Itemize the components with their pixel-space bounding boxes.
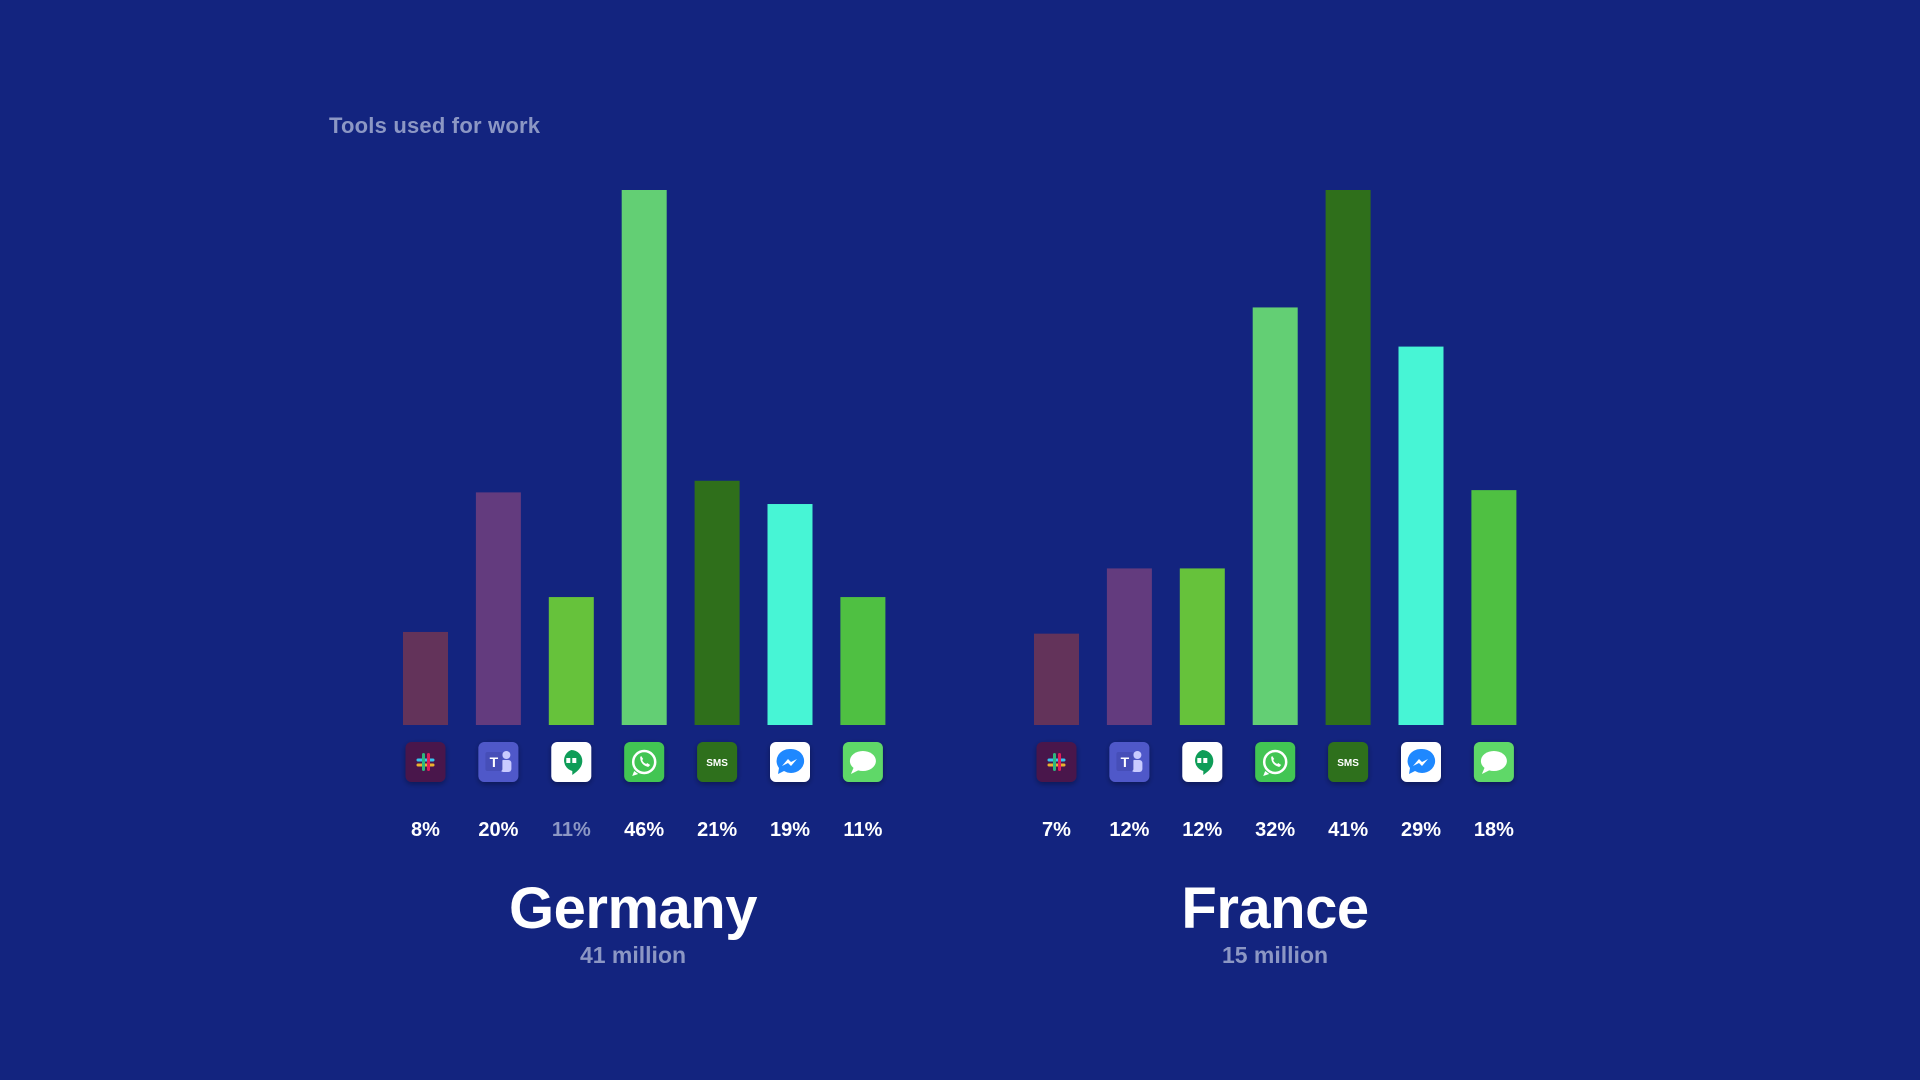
- sms-icon: SMS: [1328, 742, 1369, 782]
- imessage-icon: [1473, 742, 1514, 782]
- microsoft-teams-icon: T: [1109, 742, 1150, 782]
- facebook-messenger-icon: [1401, 742, 1441, 782]
- bar-imessage: [840, 597, 886, 725]
- bar-sms: [1325, 190, 1371, 725]
- bar-value-label: 7%: [1042, 819, 1071, 841]
- country-block-france: France 15 million: [1025, 878, 1525, 970]
- bar-value-label: 11%: [552, 819, 591, 841]
- bar-value-label: 29%: [1401, 819, 1441, 841]
- bar-value-label: 46%: [624, 819, 664, 841]
- google-hangouts-icon: [551, 742, 592, 782]
- slack-icon: [405, 742, 446, 782]
- bar-messenger: [1398, 346, 1444, 725]
- svg-text:SMS: SMS: [1337, 758, 1359, 769]
- bar-hangouts: [548, 597, 594, 725]
- country-block-germany: Germany 41 million: [383, 878, 883, 970]
- bar-whatsapp: [1252, 307, 1298, 725]
- bar-value-label: 19%: [770, 819, 810, 841]
- bar-teams: [1106, 568, 1152, 725]
- population-subtitle: 15 million: [1221, 942, 1329, 968]
- whatsapp-icon: [624, 742, 665, 782]
- svg-text:T: T: [490, 754, 499, 770]
- bar-chart-germany: 8% T 20% 11% 46% SMS 21% 19% 11%: [403, 190, 886, 841]
- slack-icon: [1036, 742, 1077, 782]
- bar-hangouts: [1179, 568, 1225, 725]
- bar-slack: [403, 631, 448, 725]
- bar-value-label: 32%: [1255, 819, 1295, 841]
- bar-value-label: 41%: [1328, 819, 1368, 841]
- google-hangouts-icon: [1182, 742, 1223, 782]
- bar-slack: [1034, 633, 1079, 725]
- chart-heading: Tools used for work: [329, 113, 541, 138]
- bar-value-label: 11%: [843, 819, 882, 841]
- svg-text:SMS: SMS: [706, 758, 728, 769]
- bar-messenger: [767, 504, 813, 725]
- population-subtitle: 41 million: [579, 942, 687, 968]
- bar-value-label: 8%: [411, 819, 440, 841]
- country-title: France: [1181, 876, 1369, 941]
- bar-value-label: 20%: [478, 819, 518, 841]
- svg-text:T: T: [1121, 754, 1130, 770]
- bar-imessage: [1471, 490, 1517, 725]
- bar-value-label: 12%: [1182, 819, 1222, 841]
- whatsapp-icon: [1255, 742, 1296, 782]
- bar-whatsapp: [621, 190, 667, 725]
- bar-value-label: 12%: [1109, 819, 1149, 841]
- bar-teams: [475, 492, 521, 725]
- bar-sms: [694, 480, 740, 725]
- microsoft-teams-icon: T: [478, 742, 519, 782]
- facebook-messenger-icon: [770, 742, 810, 782]
- bar-value-label: 18%: [1474, 819, 1514, 841]
- country-title: Germany: [509, 876, 757, 941]
- bar-chart-france: 7% T 12% 12% 32% SMS 41% 29% 18%: [1034, 190, 1517, 841]
- imessage-icon: [842, 742, 883, 782]
- bar-value-label: 21%: [697, 819, 737, 841]
- sms-icon: SMS: [697, 742, 738, 782]
